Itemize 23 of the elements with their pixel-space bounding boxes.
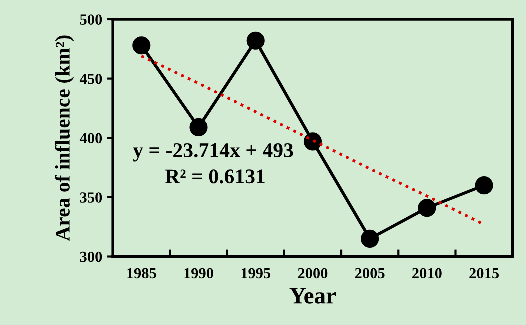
y-tick-label: 350 bbox=[80, 192, 102, 203]
x-tick-label: 1990 bbox=[184, 268, 214, 279]
x-tick-label: 1985 bbox=[128, 268, 156, 279]
point bbox=[475, 176, 494, 195]
annotation: y = -23.714x + 493 bbox=[133, 144, 294, 162]
x-axis-title: Year bbox=[290, 288, 336, 304]
y-tick-label: 400 bbox=[80, 133, 102, 144]
y-axis-title: Area of influence (km²) bbox=[55, 36, 74, 242]
y-tick-label: 300 bbox=[80, 252, 102, 262]
point bbox=[418, 199, 436, 218]
point bbox=[190, 118, 208, 136]
point bbox=[246, 32, 265, 50]
y-tick-label: 500 bbox=[80, 14, 102, 25]
annotation: R² = 0.6131 bbox=[165, 170, 265, 184]
x-tick-label: 2005 bbox=[355, 268, 385, 279]
x-tick-label: 2010 bbox=[412, 268, 442, 279]
x-tick-label: 1995 bbox=[242, 268, 271, 279]
x-tick-label: 2015 bbox=[470, 268, 500, 279]
y-tick-label: 450 bbox=[80, 74, 102, 84]
point bbox=[132, 36, 151, 55]
x-tick-label: 2000 bbox=[298, 268, 328, 279]
point bbox=[304, 132, 322, 151]
point bbox=[361, 230, 380, 248]
